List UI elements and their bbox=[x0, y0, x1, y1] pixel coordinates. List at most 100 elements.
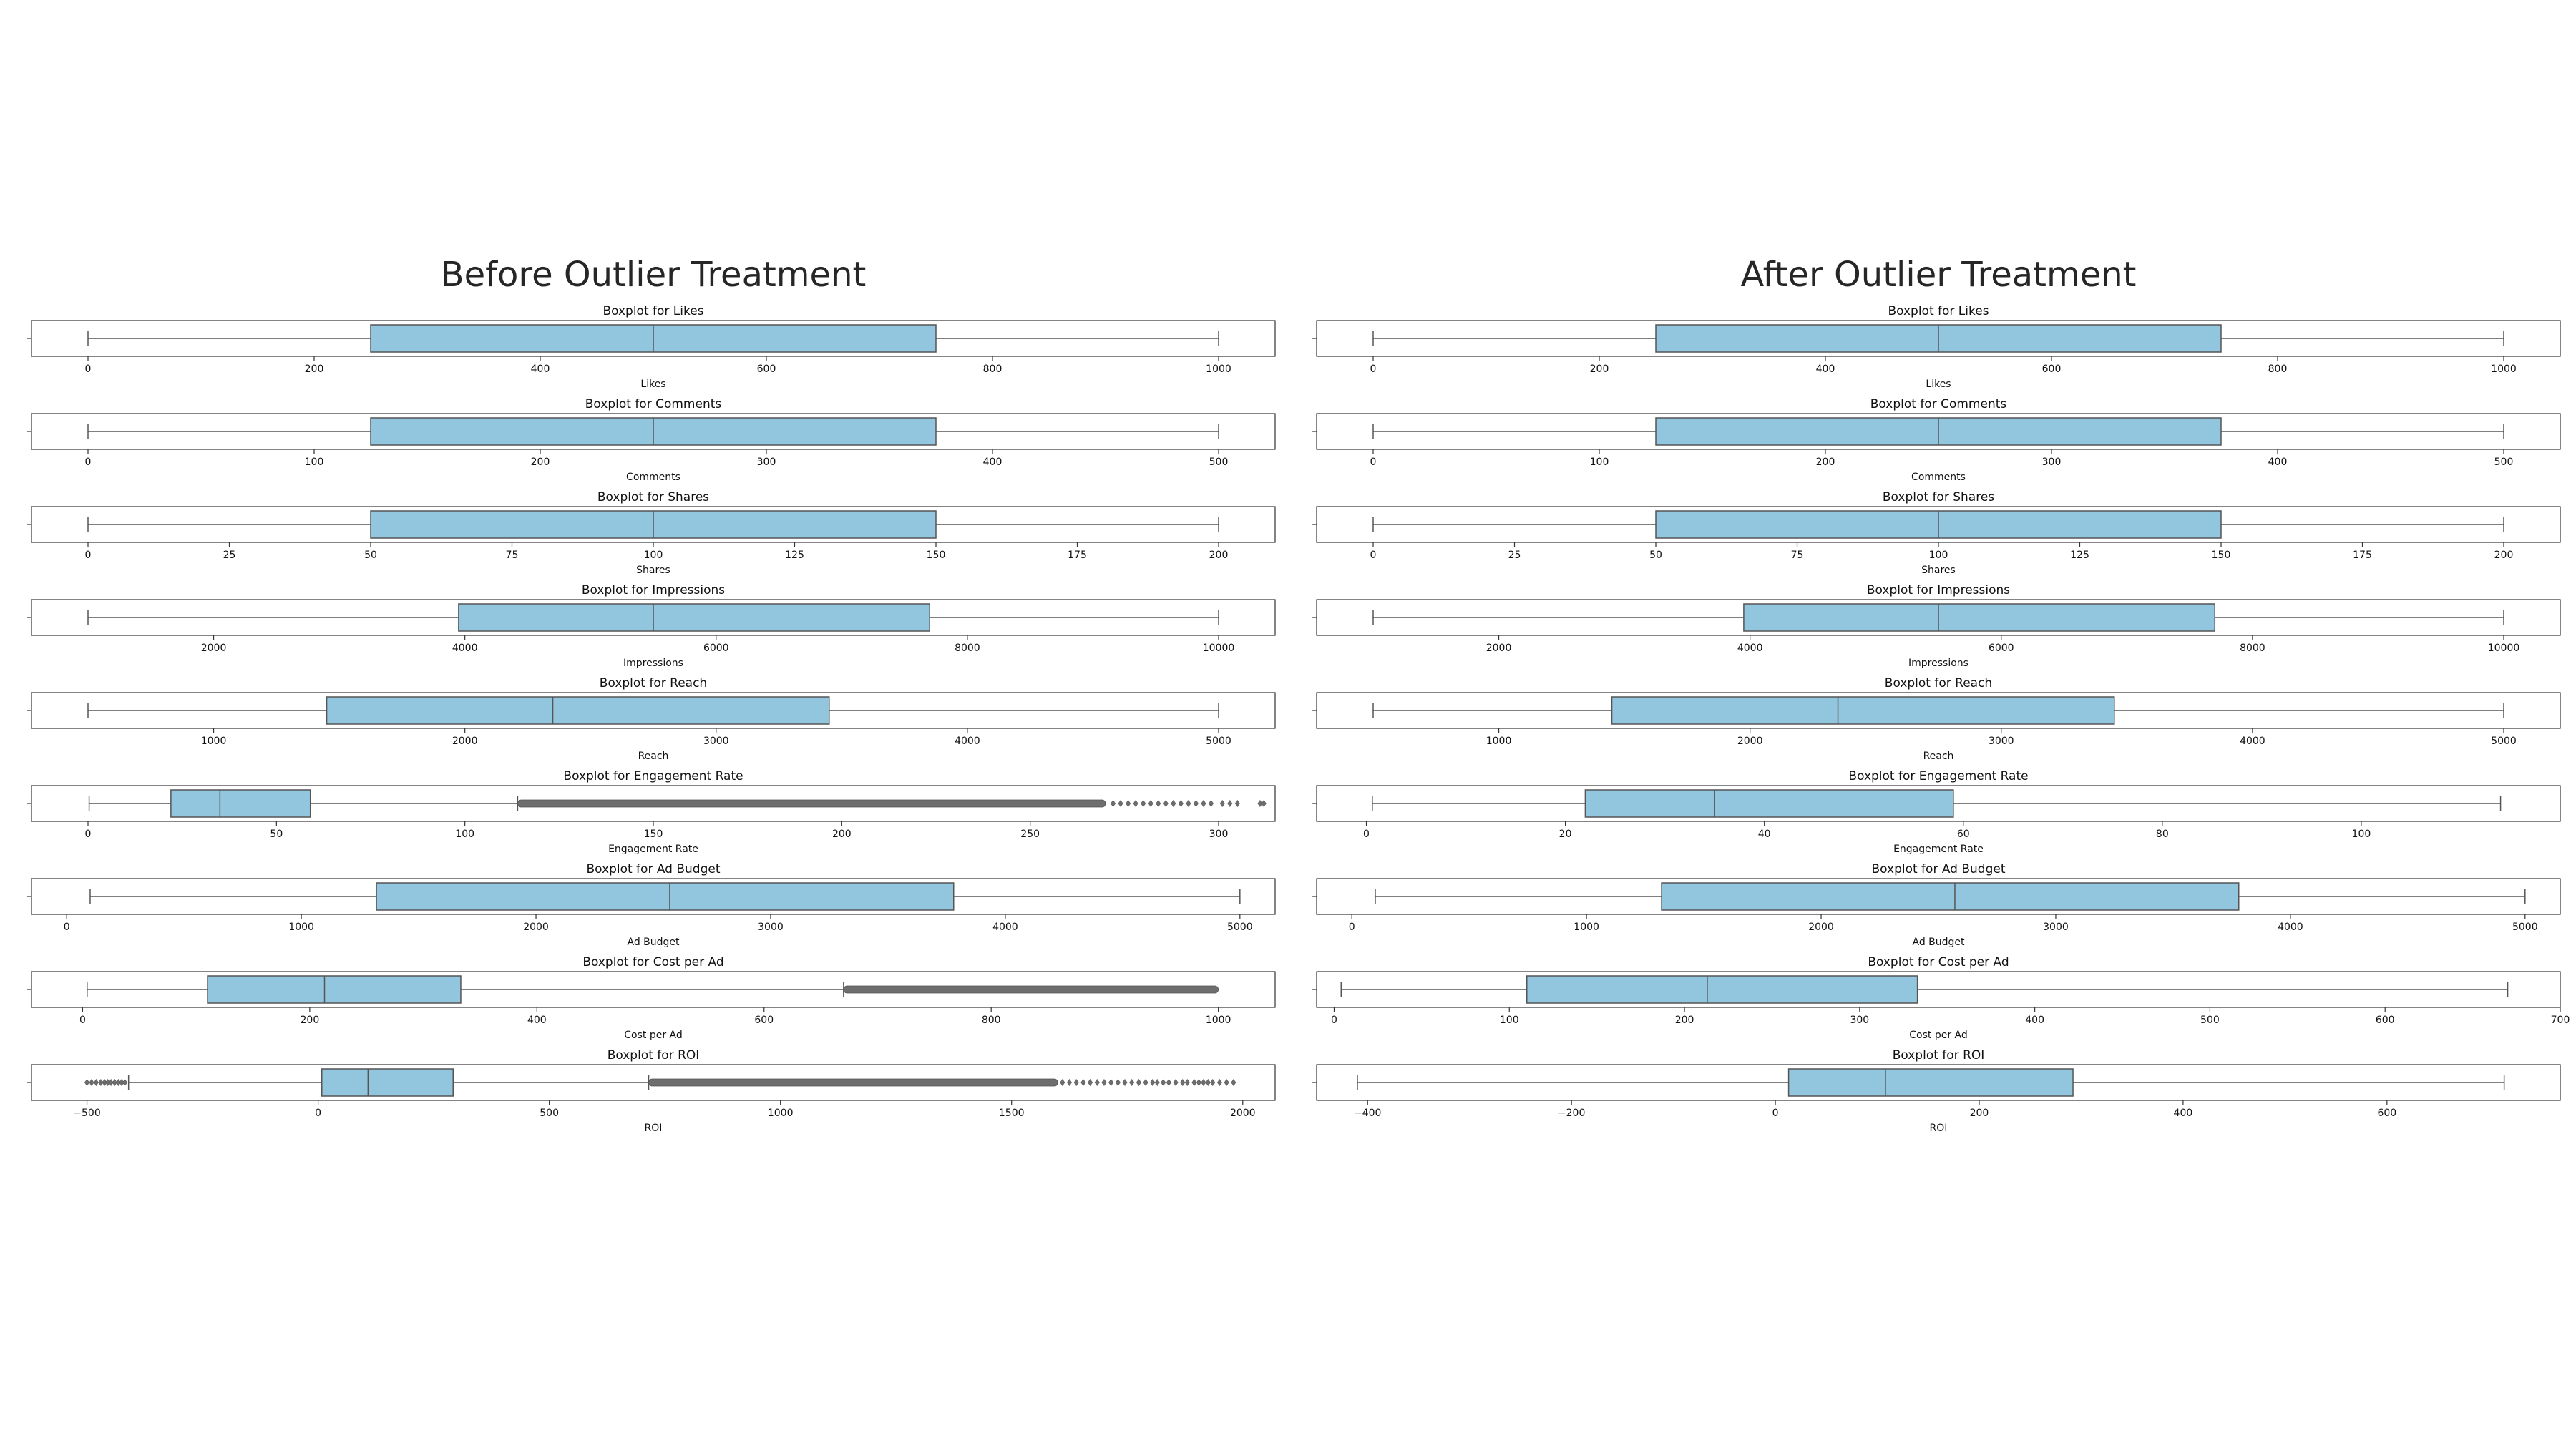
outlier-point bbox=[1148, 799, 1153, 808]
outlier-point bbox=[1201, 1078, 1206, 1087]
outlier-point bbox=[1191, 1078, 1197, 1087]
outlier-point bbox=[1060, 1078, 1065, 1087]
outlier-point bbox=[1080, 1078, 1086, 1087]
panel-title: Boxplot for Shares bbox=[1883, 490, 1994, 504]
figure-title: Before Outlier Treatment bbox=[441, 255, 867, 295]
x-tick-label: 3000 bbox=[2043, 922, 2069, 933]
outlier-point bbox=[1186, 799, 1191, 808]
x-tick-label: 2000 bbox=[1737, 736, 1763, 747]
x-tick-label: 75 bbox=[1791, 550, 1804, 561]
x-tick-label: 2000 bbox=[201, 643, 227, 654]
x-tick-label: 3000 bbox=[758, 922, 784, 933]
panel-title: Boxplot for Reach bbox=[1885, 676, 1992, 690]
outlier-point bbox=[1216, 1078, 1222, 1087]
x-tick-label: 1000 bbox=[1206, 1015, 1231, 1026]
x-tick-label: 200 bbox=[832, 829, 852, 840]
x-tick-label: 8000 bbox=[2240, 643, 2265, 654]
x-tick-label: 200 bbox=[1970, 1108, 1989, 1119]
x-tick-label: 500 bbox=[540, 1108, 559, 1119]
x-tick-label: 300 bbox=[757, 456, 776, 468]
panel-title: Boxplot for Comments bbox=[1870, 397, 2007, 411]
x-tick-label: −200 bbox=[1558, 1108, 1585, 1119]
panel-title: Boxplot for ROI bbox=[608, 1048, 700, 1063]
x-tick-label: 125 bbox=[785, 550, 804, 561]
panel-title: Boxplot for Likes bbox=[602, 304, 703, 318]
iqr-box bbox=[321, 1068, 454, 1097]
boxplot-panel: Boxplot for Likes 0 200 400 600 800 1000 Likes bbox=[27, 304, 1276, 390]
x-axis-label: Ad Budget bbox=[1912, 937, 1965, 948]
boxplot-panel: Boxplot for Engagement Rate 0 50 100 150 200 2… bbox=[27, 769, 1276, 855]
chart-column-before: Before Outlier Treatment Boxplot for Like… bbox=[27, 255, 1276, 1134]
x-axis-label: Likes bbox=[1926, 378, 1951, 390]
panel-title: Boxplot for ROI bbox=[1893, 1048, 1985, 1063]
x-tick-label: 50 bbox=[1649, 550, 1662, 561]
outlier-point bbox=[1111, 799, 1116, 808]
x-tick-label: 600 bbox=[757, 363, 776, 375]
outlier-point bbox=[1129, 1078, 1135, 1087]
x-axis-label: Comments bbox=[1911, 472, 1966, 483]
boxplot-panel: Boxplot for Impressions 2000 4000 6000 8000 1… bbox=[1312, 583, 2561, 669]
x-tick-label: 4000 bbox=[2278, 922, 2303, 933]
outlier-point bbox=[1150, 1078, 1156, 1087]
x-tick-label: 0 bbox=[315, 1108, 321, 1119]
x-tick-label: 100 bbox=[644, 550, 663, 561]
x-tick-label: 50 bbox=[364, 550, 377, 561]
x-tick-label: 0 bbox=[64, 922, 70, 933]
x-tick-label: 400 bbox=[2025, 1015, 2044, 1026]
x-tick-label: 400 bbox=[2268, 456, 2288, 468]
outlier-point bbox=[1227, 799, 1233, 808]
panel-title: Boxplot for Cost per Ad bbox=[1868, 955, 2009, 970]
panel-title: Boxplot for Comments bbox=[585, 397, 722, 411]
x-tick-label: 400 bbox=[1816, 363, 1835, 375]
boxplot-panel: Boxplot for Impressions 2000 4000 6000 8000 1… bbox=[27, 583, 1276, 669]
outlier-point bbox=[1180, 1078, 1186, 1087]
x-tick-label: 175 bbox=[1068, 550, 1087, 561]
x-tick-label: 25 bbox=[223, 550, 236, 561]
x-tick-label: 100 bbox=[305, 456, 324, 468]
iqr-box bbox=[326, 696, 830, 725]
x-tick-label: 0 bbox=[85, 363, 92, 375]
outlier-point bbox=[1108, 1078, 1114, 1087]
x-tick-label: 200 bbox=[301, 1015, 320, 1026]
boxplot-panel: Boxplot for ROI −400 −200 0 200 400 600 ROI bbox=[1312, 1048, 2561, 1134]
x-tick-label: 1000 bbox=[1206, 363, 1231, 375]
x-tick-label: 1000 bbox=[201, 736, 227, 747]
boxplot-panel: Boxplot for Shares 0 25 50 75 100 125 150 175 200… bbox=[1312, 490, 2561, 576]
outlier-point bbox=[1184, 1078, 1190, 1087]
outlier-point bbox=[1066, 1078, 1073, 1087]
outlier-point bbox=[1196, 1078, 1201, 1087]
x-tick-label: 175 bbox=[2353, 550, 2372, 561]
x-axis-label: Comments bbox=[626, 472, 680, 483]
outlier-point bbox=[1231, 1078, 1236, 1087]
outlier-point bbox=[1257, 799, 1263, 808]
x-tick-label: 4000 bbox=[2240, 736, 2265, 747]
chart-column-after: After Outlier Treatment Boxplot for Likes… bbox=[1312, 255, 2570, 1134]
x-tick-label: 5000 bbox=[1227, 922, 1253, 933]
x-tick-label: 400 bbox=[983, 456, 1002, 468]
boxplot-panel: Boxplot for Cost per Ad 0 200 400 600 800 1000… bbox=[27, 955, 1276, 1041]
x-tick-label: 80 bbox=[2156, 829, 2169, 840]
x-tick-label: 600 bbox=[2042, 363, 2062, 375]
x-tick-label: 300 bbox=[1209, 829, 1229, 840]
x-tick-label: 6000 bbox=[1989, 643, 2014, 654]
outlier-point bbox=[1156, 799, 1161, 808]
iqr-box bbox=[376, 882, 955, 911]
x-tick-label: 0 bbox=[1363, 829, 1370, 840]
x-tick-label: 250 bbox=[1020, 829, 1040, 840]
x-tick-label: 1000 bbox=[1486, 736, 1512, 747]
x-tick-label: 1500 bbox=[999, 1108, 1025, 1119]
x-tick-label: 0 bbox=[79, 1015, 86, 1026]
x-tick-label: 700 bbox=[2551, 1015, 2570, 1026]
x-tick-label: 0 bbox=[1331, 1015, 1337, 1026]
boxplot-panel: Boxplot for Ad Budget 0 1000 2000 3000 4000 50… bbox=[27, 862, 1276, 948]
x-tick-label: 0 bbox=[85, 550, 92, 561]
outlier-point bbox=[1208, 799, 1214, 808]
outlier-point bbox=[89, 1078, 94, 1087]
x-tick-label: 3000 bbox=[1989, 736, 2014, 747]
x-tick-label: 2000 bbox=[452, 736, 478, 747]
x-tick-label: 1000 bbox=[288, 922, 314, 933]
iqr-box bbox=[170, 789, 311, 818]
x-tick-label: 8000 bbox=[955, 643, 980, 654]
outlier-point bbox=[108, 1078, 114, 1087]
x-tick-label: 400 bbox=[531, 363, 550, 375]
